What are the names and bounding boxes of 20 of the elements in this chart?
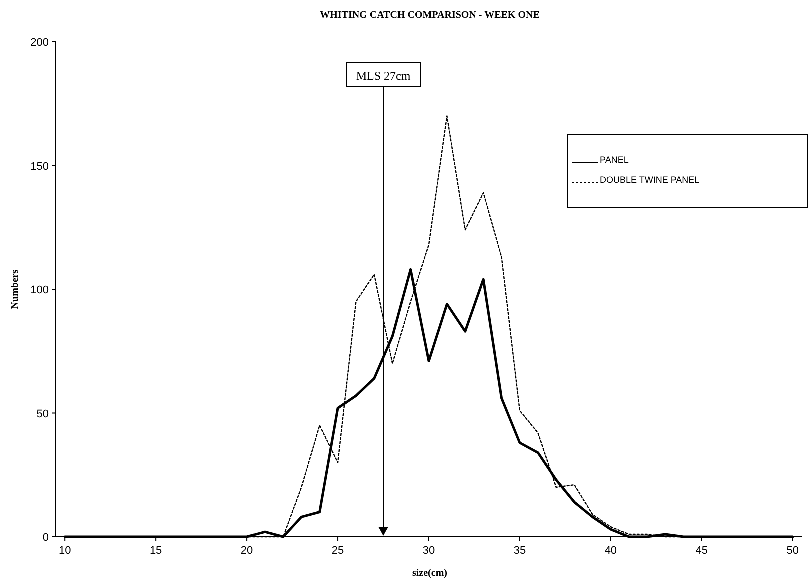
x-tick-label: 50 bbox=[786, 545, 800, 557]
ref-line-label: MLS 27cm bbox=[356, 69, 412, 83]
x-tick-label: 45 bbox=[696, 545, 708, 557]
y-tick-label: 150 bbox=[30, 160, 49, 173]
x-tick-label: 40 bbox=[604, 545, 618, 557]
legend-label: DOUBLE TWINE PANEL bbox=[600, 175, 700, 185]
y-tick-label: 50 bbox=[36, 408, 49, 420]
chart-title: WHITING CATCH COMPARISON - WEEK ONE bbox=[320, 10, 540, 21]
x-tick-label: 35 bbox=[514, 545, 526, 557]
legend-label: PANEL bbox=[600, 155, 629, 165]
x-tick-label: 10 bbox=[58, 545, 72, 557]
y-axis-title: Numbers bbox=[10, 270, 21, 310]
y-tick-label: 0 bbox=[42, 532, 49, 544]
x-tick-label: 25 bbox=[332, 545, 344, 557]
x-tick-label: 15 bbox=[150, 545, 162, 557]
y-tick-label: 200 bbox=[30, 37, 49, 49]
x-axis-title: size(cm) bbox=[412, 568, 448, 579]
x-tick-label: 20 bbox=[240, 545, 254, 557]
x-tick-label: 30 bbox=[422, 545, 436, 557]
y-tick-label: 100 bbox=[30, 284, 49, 296]
